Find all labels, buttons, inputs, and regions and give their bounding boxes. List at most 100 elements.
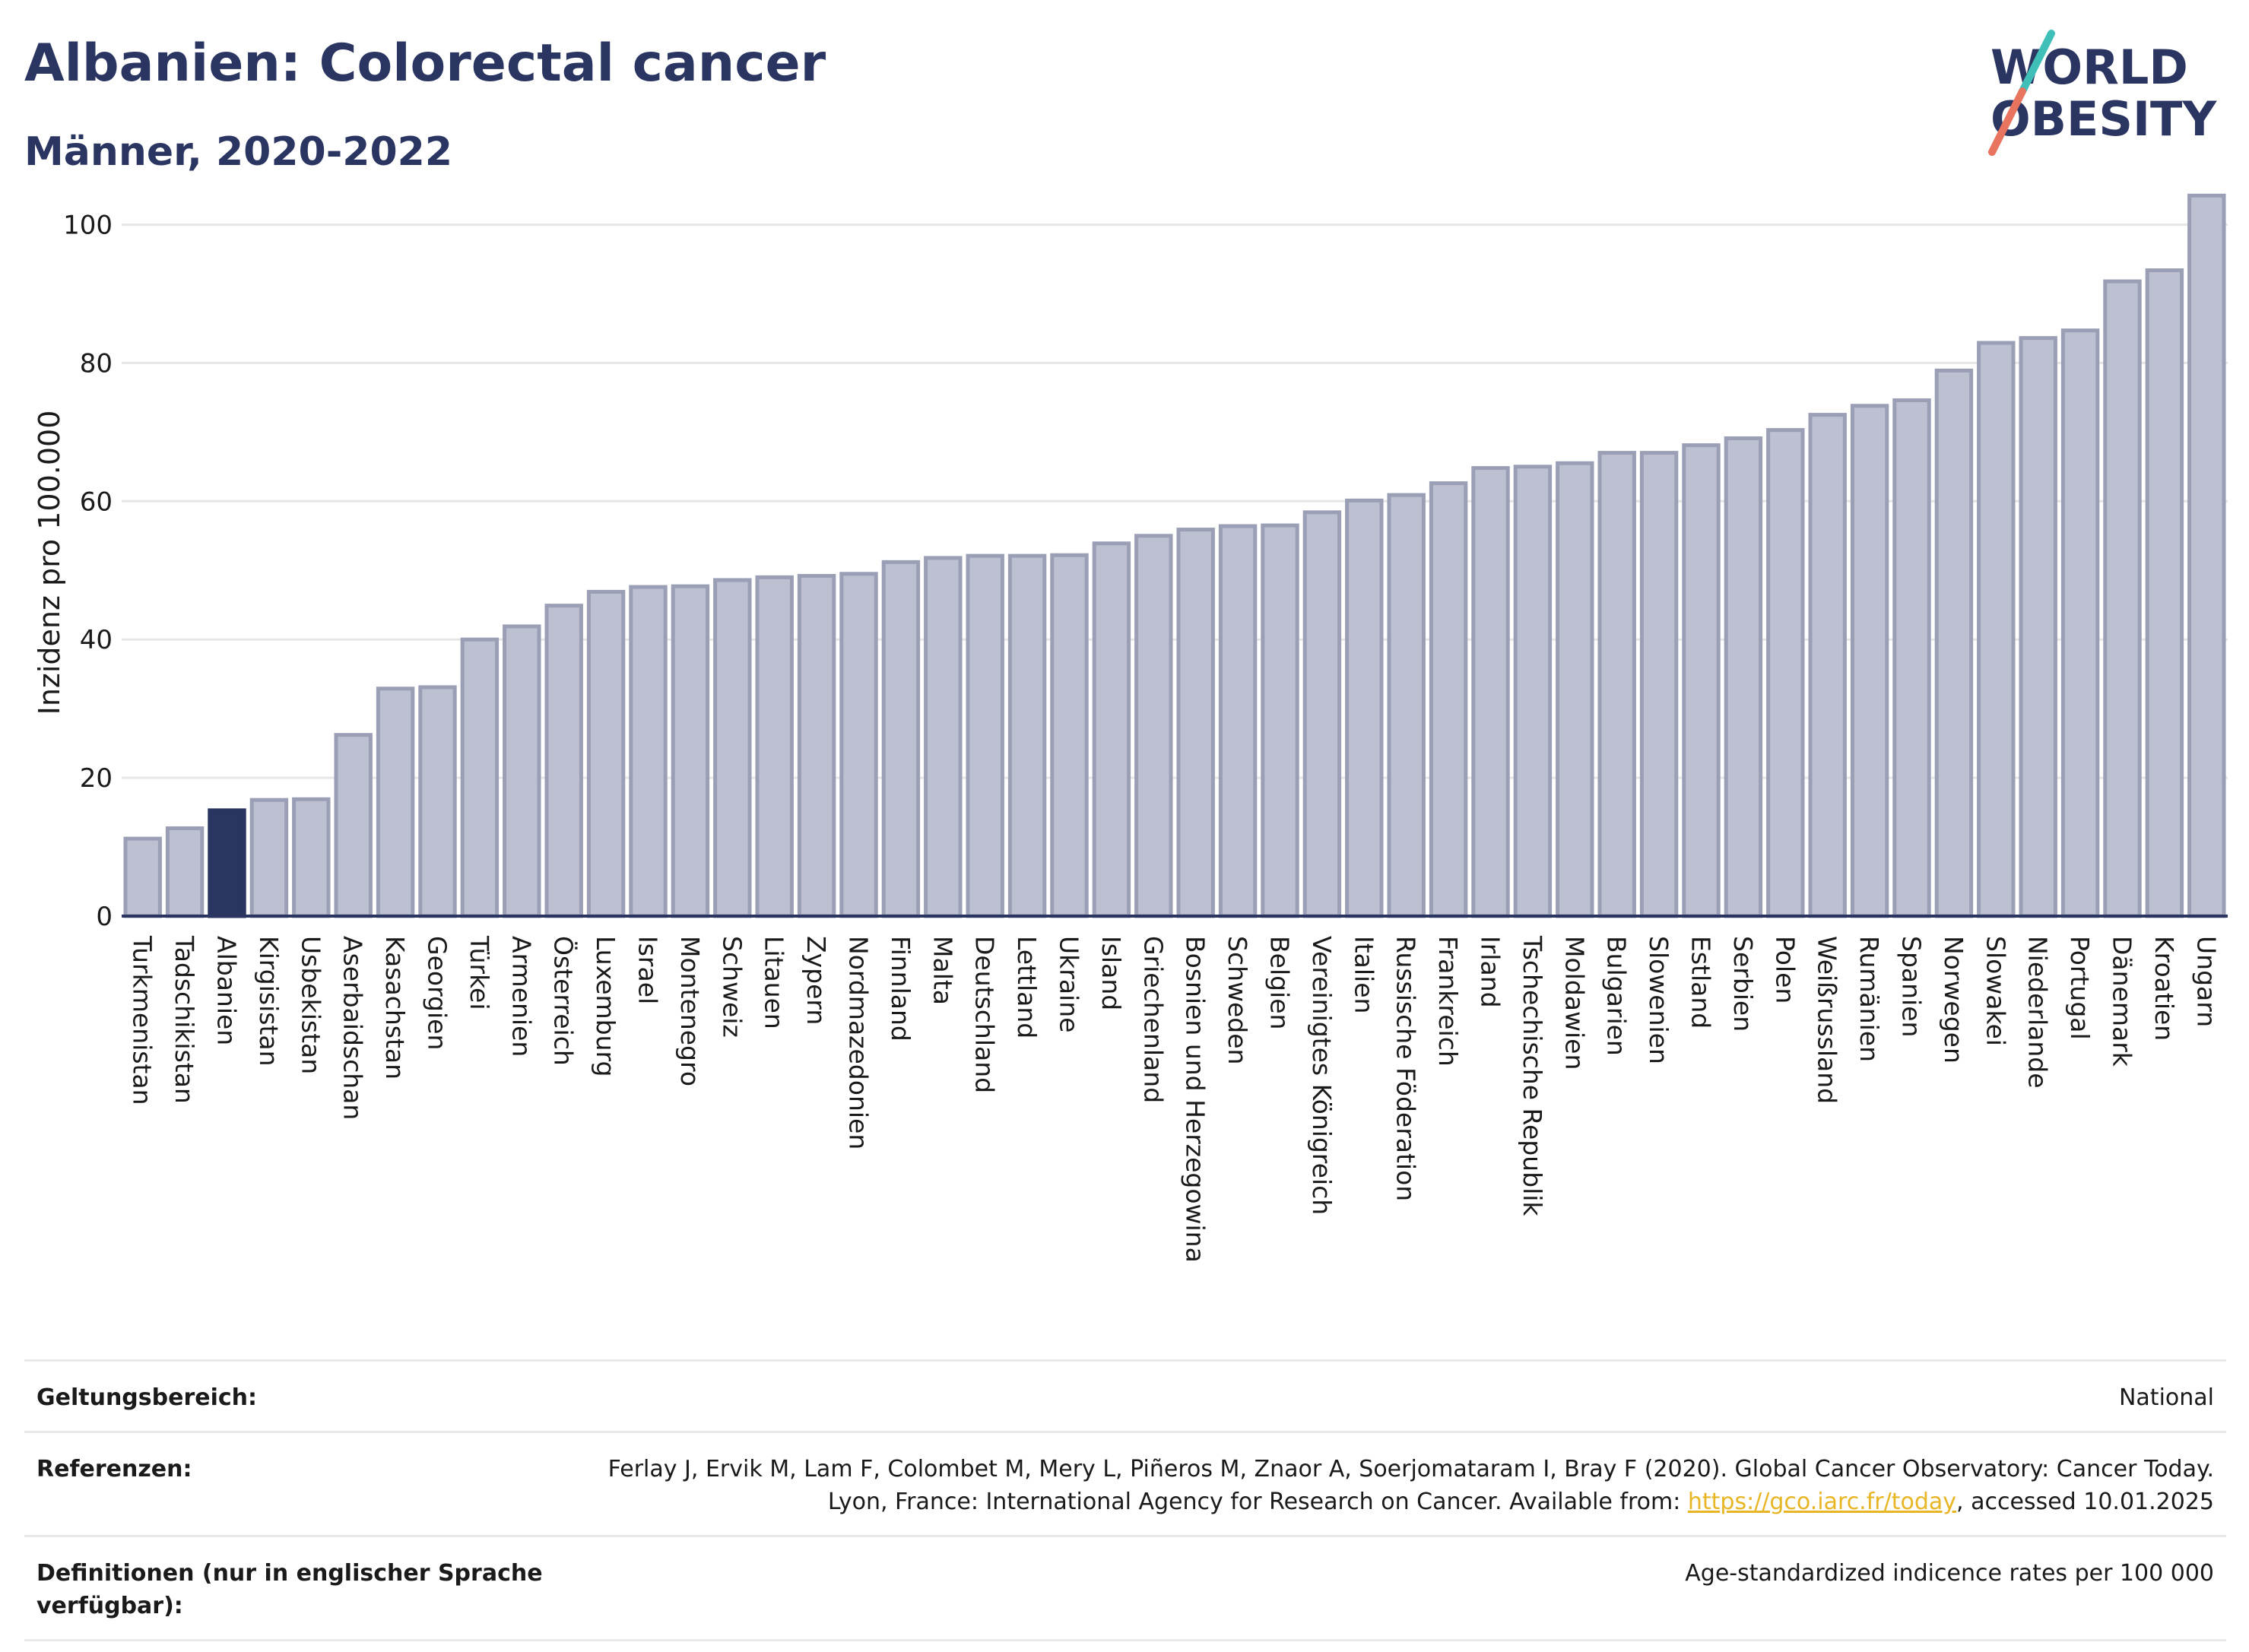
x-category-label: Deutschland [970,936,1000,1093]
bar[interactable] [1261,523,1299,918]
x-category-label: Russische Föderation [1391,936,1421,1201]
info-value: National [2118,1384,2214,1411]
x-category-label: Italien [1349,936,1378,1013]
bar[interactable] [1892,398,1931,918]
x-category-label: Lettland [1012,936,1042,1038]
bar[interactable] [1597,451,1636,918]
x-category-label: Estland [1686,936,1716,1029]
x-category-label: Zypern [801,936,831,1025]
bar-chart: 0 20 40 60 80 100 Turkmenistan Tadschikistan Al… [33,193,2228,1263]
x-category-label: Bosnien und Herzegowina [1181,936,1210,1263]
x-category-label: Finnland [886,936,915,1042]
info-value: Age-standardized indicence rates per 100… [1685,1560,2214,1587]
x-category-label: Türkei [465,935,494,1010]
x-category-label: Litauen [760,936,789,1029]
bar[interactable] [1345,498,1384,918]
bar[interactable] [966,553,1004,918]
x-category-label: Kasachstan [380,936,410,1080]
bar[interactable] [1556,461,1594,918]
x-category-label: Österreich [549,936,579,1066]
x-category-label: Nordmazedonien [844,936,874,1149]
x-category-label: Serbien [1728,936,1758,1032]
info-label: Definitionen (nur in englischer Sprache … [36,1560,543,1619]
bar[interactable] [334,733,373,918]
x-category-label: Belgien [1265,936,1295,1029]
x-category-label: Aserbaidschan [338,936,368,1120]
bar[interactable] [1513,465,1553,918]
bar[interactable] [249,797,289,918]
bar[interactable] [586,589,626,918]
bar[interactable] [2187,193,2226,918]
y-tick-label: 0 [96,902,113,932]
bar[interactable] [418,685,457,918]
bar[interactable] [797,574,836,918]
bar[interactable] [629,585,668,918]
bar[interactable] [2060,328,2100,918]
x-category-label: Israel [633,936,663,1004]
info-label: Geltungsbereich: [36,1384,258,1411]
y-tick-label: 40 [80,625,113,655]
bar[interactable] [1134,534,1173,918]
bar[interactable] [2145,268,2184,918]
bar[interactable] [2019,336,2057,918]
bar[interactable] [1766,428,1805,918]
bar[interactable] [839,572,878,918]
x-category-label: Ungarn [2191,936,2221,1027]
reference-link[interactable]: https://gco.iarc.fr/today [1687,1489,1957,1515]
bar[interactable] [503,624,541,918]
bar[interactable] [1808,413,1847,918]
bar[interactable] [924,556,963,918]
bar[interactable] [713,578,752,918]
bar[interactable] [544,604,583,918]
y-axis-ticks: 0 20 40 60 80 100 [63,210,113,932]
bar[interactable] [165,826,205,918]
bar[interactable] [1387,493,1426,918]
bar[interactable] [1682,443,1721,918]
x-category-label: Ukraine [1055,936,1084,1032]
y-tick-label: 100 [63,210,113,240]
x-category-label: Frankreich [1433,936,1463,1067]
bar[interactable] [1429,481,1468,918]
bar[interactable] [1934,368,1974,918]
bar[interactable] [2103,279,2142,918]
x-category-label: Montenegro [675,936,705,1086]
bar[interactable] [292,797,331,918]
bar[interactable] [671,584,710,918]
info-table: Geltungsbereich: National Referenzen: Fe… [24,1359,2226,1641]
bar[interactable] [1050,553,1089,918]
info-value: Ferlay J, Ervik M, Lam F, Colombet M, Me… [569,1453,2214,1518]
bar[interactable] [1302,510,1342,918]
reference-suffix: , accessed 10.01.2025 [1956,1489,2214,1515]
bar[interactable] [123,836,162,918]
bar[interactable] [1977,341,2016,918]
x-category-label: Tadschikistan [170,935,199,1104]
bar[interactable] [1092,541,1131,918]
x-category-label: Island [1096,936,1126,1010]
bar[interactable] [755,575,794,918]
bar[interactable] [1850,404,1889,918]
bar[interactable] [1218,524,1258,918]
x-category-label: Spanien [1897,936,1927,1037]
bar[interactable] [208,808,246,918]
bar[interactable] [460,637,500,918]
info-row-definitions: Definitionen (nur in englischer Sprache … [24,1535,2226,1641]
info-label: Referenzen: [36,1456,192,1482]
x-category-label: Portugal [2065,936,2095,1040]
x-category-label: Niederlande [2023,936,2053,1089]
bar[interactable] [1639,451,1679,918]
bar[interactable] [1471,466,1510,918]
x-category-label: Luxemburg [591,936,620,1076]
x-category-label: Irland [1476,936,1505,1008]
bar[interactable] [1724,436,1763,918]
x-category-label: Dänemark [2108,936,2137,1067]
bar[interactable] [376,686,415,918]
x-category-label: Schweden [1223,936,1252,1064]
bar[interactable] [881,560,921,918]
bar[interactable] [1007,553,1047,918]
svg-text:OBESITY: OBESITY [1990,91,2217,147]
bar[interactable] [1176,528,1215,918]
x-category-label: Weißrussland [1813,936,1842,1104]
reference-text: Ferlay J, Ervik M, Lam F, Colombet M, Me… [607,1456,2214,1515]
x-axis-labels: Turkmenistan Tadschikistan Albanien Kirgisi… [128,935,2222,1263]
page-subtitle: Männer, 2020-2022 [24,129,453,175]
